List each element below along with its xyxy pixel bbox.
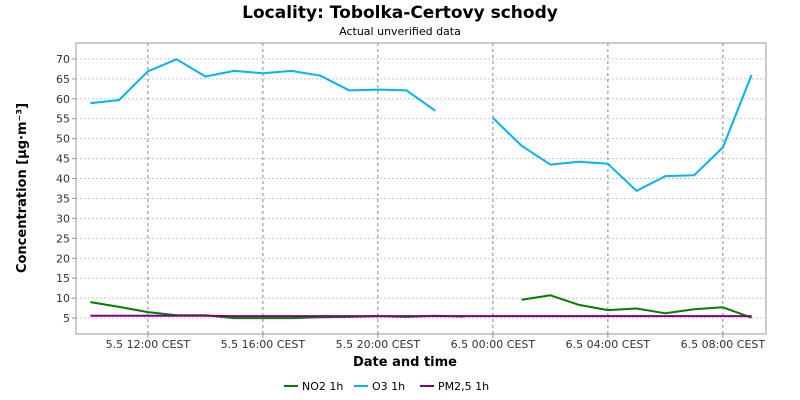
chart-subtitle: Actual unverified data — [339, 25, 461, 38]
y-tick-label: 60 — [56, 93, 70, 106]
series-line-no2-1h — [521, 294, 752, 319]
y-tick-label: 35 — [56, 192, 70, 205]
y-tick-label: 5 — [63, 312, 70, 325]
series-line-o3-1h — [492, 74, 753, 192]
y-tick-label: 70 — [56, 53, 70, 66]
y-tick-label: 15 — [56, 272, 70, 285]
y-tick-label: 25 — [56, 232, 70, 245]
x-tick-label: 6.5 08:00 CEST — [681, 338, 766, 351]
y-tick-label: 10 — [56, 292, 70, 305]
y-tick-label: 45 — [56, 153, 70, 166]
y-axis-ticks: 5 10 15 20 25 30 35 40 45 50 55 60 65 70 — [56, 53, 76, 325]
legend-label-no2-1h: NO2 1h — [302, 380, 343, 393]
legend-label-pm2-5-1h: PM2,5 1h — [438, 380, 489, 393]
x-tick-label: 6.5 04:00 CEST — [566, 338, 651, 351]
y-tick-label: 30 — [56, 212, 70, 225]
x-tick-label: 5.5 16:00 CEST — [221, 338, 306, 351]
y-tick-label: 50 — [56, 133, 70, 146]
series-line-o3-1h — [90, 58, 436, 112]
legend: NO2 1h O3 1h PM2,5 1h — [284, 380, 489, 393]
x-axis-label: Date and time — [353, 355, 457, 370]
y-tick-label: 65 — [56, 73, 70, 86]
y-tick-label: 40 — [56, 173, 70, 186]
x-tick-label: 5.5 12:00 CEST — [106, 338, 191, 351]
gridlines — [76, 43, 766, 334]
y-tick-label: 20 — [56, 252, 70, 265]
legend-label-o3-1h: O3 1h — [372, 380, 405, 393]
chart-title: Locality: Tobolka-Certovy schody — [242, 3, 558, 23]
series-lines — [90, 58, 753, 320]
x-axis-ticks: 5.5 12:00 CEST 5.5 16:00 CEST 5.5 20:00 CE… — [106, 334, 766, 351]
y-axis-label: Concentration [μg·m⁻³] — [15, 103, 30, 273]
plot-area — [75, 42, 767, 335]
x-tick-label: 5.5 20:00 CEST — [336, 338, 421, 351]
y-tick-label: 55 — [56, 113, 70, 126]
x-tick-label: 6.5 00:00 CEST — [451, 338, 536, 351]
